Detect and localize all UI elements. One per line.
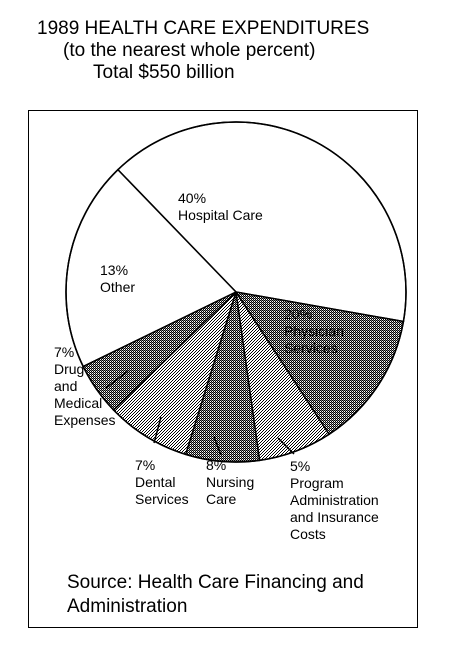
slice-percent-physician-services: 20% [284,306,312,322]
slice-percent-hospital-care: 40% [178,190,206,206]
slice-label-line-drug-and-medical-expenses: Drug [54,361,84,377]
slice-label-line-drug-and-medical-expenses: Expenses [54,412,115,428]
slice-label-line-program-administration-and-insurance-costs: Program [290,475,344,491]
slice-percent-nursing-care: 8% [206,457,226,473]
slice-label-line-dental-services: Dental [135,474,175,490]
slice-label-program-administration-and-insurance-costs: 5% Program Administration and Insurance Cost… [290,458,379,542]
slice-percent-program-administration-and-insurance-costs: 5% [290,458,310,474]
slice-label-line-physician-services: Services [284,340,338,356]
slice-label-nursing-care: 8% Nursing Care [206,457,254,507]
leader-line-program-administration-and-insurance-costs [277,437,295,455]
slice-label-line-drug-and-medical-expenses: and [54,378,77,394]
leader-line-nursing-care [213,436,222,456]
slice-label-drug-and-medical-expenses: 7% Drug and Medical Expenses [54,344,115,428]
chart-total: Total $550 billion [93,62,235,83]
slice-label-line-physician-services: Physician [284,323,344,339]
label-background-other [98,261,145,297]
slice-label-hospital-care: 40% Hospital Care [178,190,263,223]
leader-line-dental-services [153,416,162,444]
slice-label-dental-services: 7% Dental Services [135,457,189,507]
slice-label-line-other: Other [100,279,135,295]
chart-frame [28,110,418,628]
slice-label-line-program-administration-and-insurance-costs: and Insurance [290,509,379,525]
pie-outline [65,121,407,463]
slice-label-line-drug-and-medical-expenses: Medical [54,395,102,411]
slice-label-other: 13% Other [100,262,135,295]
slice-label-line-hospital-care: Hospital Care [178,207,263,223]
slice-label-physician-services: 20% Physician Services [284,306,344,356]
chart-subtitle: (to the nearest whole percent) [63,40,316,61]
slice-label-line-program-administration-and-insurance-costs: Administration [290,492,379,508]
slice-percent-dental-services: 7% [135,457,155,473]
slice-label-line-program-administration-and-insurance-costs: Costs [290,526,326,542]
slice-percent-other: 13% [100,262,128,278]
chart-title: 1989 HEALTH CARE EXPENDITURES [37,18,370,39]
source-note: Source: Health Care Financing and Admini… [67,572,364,617]
slice-label-line-nursing-care: Care [206,491,237,507]
slice-percent-drug-and-medical-expenses: 7% [54,344,74,360]
slice-label-line-nursing-care: Nursing [206,474,254,490]
slice-label-line-dental-services: Services [135,491,189,507]
leader-line-drug-and-medical-expenses [105,370,129,389]
